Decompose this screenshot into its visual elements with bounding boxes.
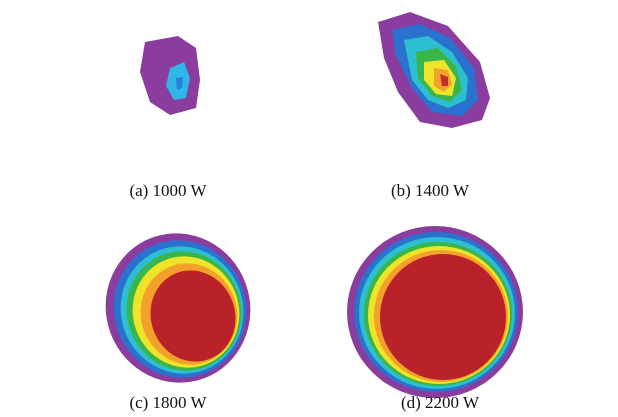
page: (a) 1000 W (b) 1400 W (c) 1800 W (d) 220… bbox=[0, 0, 618, 417]
background bbox=[0, 0, 618, 417]
caption: (d) 2200 W bbox=[401, 393, 480, 412]
caption: (c) 1800 W bbox=[129, 393, 207, 412]
caption: (a) 1000 W bbox=[129, 181, 207, 200]
thermal-image-d bbox=[347, 226, 523, 398]
caption: (b) 1400 W bbox=[391, 181, 470, 200]
figure: (a) 1000 W (b) 1400 W (c) 1800 W (d) 220… bbox=[0, 0, 618, 417]
